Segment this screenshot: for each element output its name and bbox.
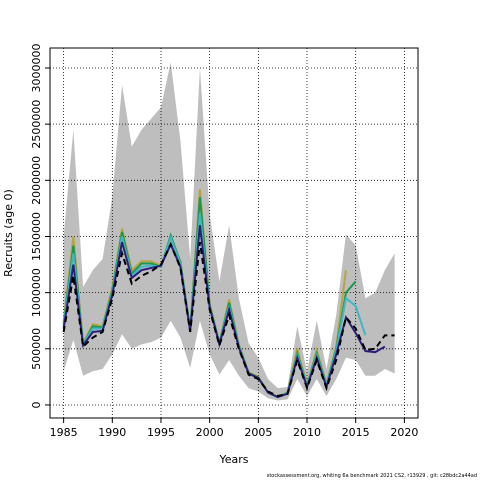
x-tick-label: 2020 <box>390 426 418 439</box>
x-tick-label: 2015 <box>342 426 370 439</box>
x-tick-label: 2005 <box>244 426 272 439</box>
x-tick-label: 1985 <box>50 426 78 439</box>
x-tick-label: 2000 <box>196 426 224 439</box>
x-axis-label: Years <box>218 453 248 466</box>
x-tick-label: 1990 <box>98 426 126 439</box>
series-line <box>62 241 395 398</box>
y-tick-label: 0 <box>30 401 43 408</box>
y-tick-label: 1500000 <box>30 212 43 261</box>
confidence-band <box>63 62 395 401</box>
x-tick-label: 2010 <box>293 426 321 439</box>
y-axis-label: Recruits (age 0) <box>2 189 15 277</box>
plot-frame <box>49 47 419 419</box>
y-tick-label: 500000 <box>30 328 43 370</box>
y-tick-label: 1000000 <box>30 268 43 317</box>
y-tick-label: 2000000 <box>30 156 43 205</box>
y-tick-label: 3000000 <box>30 43 43 92</box>
footnote: stockassessment.org, whiting 6a benchmar… <box>267 473 477 479</box>
series-line <box>62 225 386 399</box>
x-tick-label: 1995 <box>147 426 175 439</box>
y-tick-label: 2500000 <box>30 100 43 149</box>
